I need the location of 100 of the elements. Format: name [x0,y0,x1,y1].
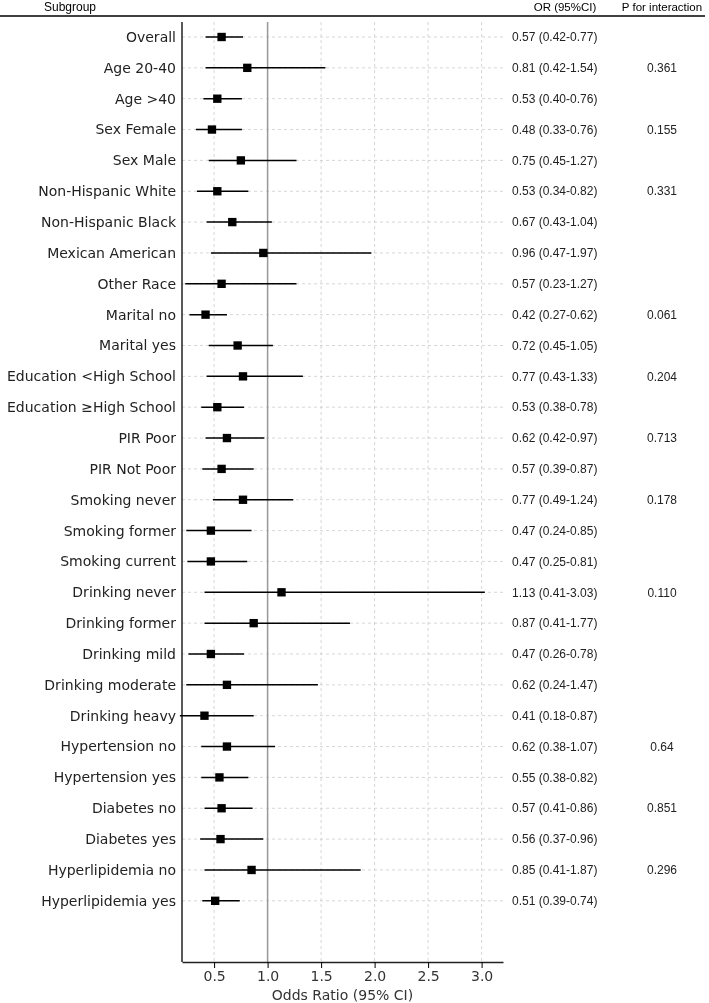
data-label: 0.47 (0.25-0.81) [512,554,598,569]
x-tick-label: 0.5 [203,967,226,984]
data-label: 0.56 (0.37-0.96) [512,832,598,847]
point [217,464,226,474]
y-tick-label: Mexican American [47,244,176,261]
x-tick-label: 2.5 [417,967,440,984]
point [217,804,226,813]
data-label: 0.53 (0.34-0.82) [512,184,598,199]
data-label: 0.51 (0.39-0.74) [512,894,598,908]
point [217,32,226,42]
y-tick-label: Education <High School [7,368,176,385]
y-tick-label: Age >40 [114,90,176,107]
y-tick-label: Hypertension yes [53,769,176,786]
data-label: 0.87 (0.41-1.77) [512,616,598,631]
y-tick-label: Age 20-40 [103,59,176,76]
data-label: 0.62 (0.24-1.47) [512,678,598,693]
data-label: 0.77 (0.43-1.33) [512,369,598,384]
y-tick-label: Smoking former [63,522,177,539]
y-tick-label: Drinking moderate [44,676,176,693]
data-label: 0.62 (0.38-1.07) [512,739,598,754]
y-tick-label: Non-Hispanic White [38,183,176,200]
y-tick-label: Drinking heavy [69,707,176,724]
y-tick-label: Drinking mild [82,645,176,662]
point [207,125,217,134]
data-label: 0.48 (0.33-0.76) [512,122,598,137]
text: 0.155 [646,122,678,137]
data-label: 0.85 (0.41-1.87) [512,863,598,878]
point [222,680,232,690]
point [259,248,268,258]
text: 0.296 [646,863,678,878]
y-tick-label: Hyperlipidemia no [47,861,176,878]
point [201,310,210,319]
y-tick-label: Diabetes yes [85,831,176,847]
text: 0.361 [646,61,678,76]
point [213,187,222,196]
y-tick-label: Overall [125,28,176,45]
y-tick-label: PIR Poor [118,429,177,446]
point [215,773,224,782]
text: 0.851 [646,801,678,816]
data-label: 0.57 (0.42-0.77) [512,30,598,45]
point [216,834,225,844]
point [200,711,209,720]
x-tick-label: 1.0 [256,967,280,984]
text: 0.64 [650,739,674,754]
y-tick-label: Education ≥High School [7,399,176,416]
y-tick-label: Drinking former [65,615,177,632]
x-tick-label: 1.5 [310,967,333,984]
data-label: 0.75 (0.45-1.27) [512,153,598,168]
x-axis-title: Odds Ratio (95% CI) [271,987,414,1003]
text: OR (95%CI) [533,1,597,13]
y-tick-label: Sex Male [112,152,176,169]
text: P for interaction [621,1,703,13]
point [236,156,246,165]
data-label: 0.96 (0.47-1.97) [512,246,598,261]
text: 0.061 [646,307,678,322]
point [213,403,222,412]
x-tick-label: 2.0 [363,967,387,984]
text: 0.110 [647,585,677,600]
point [243,63,252,73]
data-label: 0.72 (0.45-1.05) [512,338,598,353]
point [210,896,220,905]
text: 0.713 [646,431,678,446]
point [277,588,286,597]
point [222,433,232,443]
y-tick-label: Other Race [97,275,176,292]
data-label: 0.47 (0.24-0.85) [512,523,598,538]
y-tick-label: Marital no [105,306,176,323]
point [213,94,222,103]
y-tick-label: Smoking never [70,491,177,508]
data-label: 0.57 (0.39-0.87) [512,462,598,477]
y-tick-label: Hypertension no [60,738,176,755]
y-tick-label: Hyperlipidemia yes [41,892,176,909]
point [206,557,216,566]
point [247,865,256,875]
data-label: 0.57 (0.41-0.86) [512,801,598,816]
data-label: 0.81 (0.42-1.54) [512,61,598,76]
point [228,217,237,227]
point [206,526,216,535]
data-label: 0.67 (0.43-1.04) [512,215,598,230]
point [249,618,258,628]
y-tick-label: PIR Not Poor [89,460,177,477]
y-tick-label: Sex Female [95,121,176,138]
y-tick-label: Drinking never [72,584,177,601]
point [233,341,242,350]
y-tick-label: Smoking current [60,553,177,570]
y-tick-label: Diabetes no [91,800,176,817]
point [238,495,248,504]
data-label: 0.42 (0.27-0.62) [512,307,598,322]
x-tick-label: 3.0 [470,967,494,984]
text: 0.204 [646,369,678,384]
data-label: 0.77 (0.49-1.24) [512,492,598,507]
point [206,649,216,659]
point [217,279,226,288]
y-tick-label: Non-Hispanic Black [41,214,177,230]
text: 0.331 [646,184,678,199]
data-label: 0.47 (0.26-0.78) [512,647,598,662]
data-label: 1.13 (0.41-3.03) [512,585,598,600]
y-axis-title: Subgroup [43,0,97,14]
data-label: 0.53 (0.40-0.76) [512,91,598,106]
data-label: 0.55 (0.38-0.82) [512,770,598,785]
